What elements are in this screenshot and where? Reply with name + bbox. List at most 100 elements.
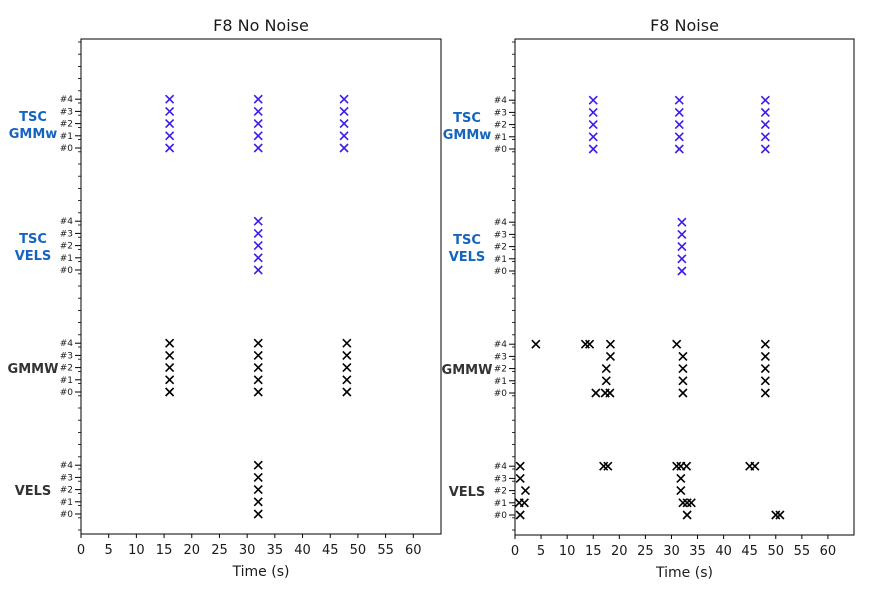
x-marker-stroke [580, 339, 590, 349]
chart-title: F8 No Noise [213, 16, 309, 35]
y-tick-label: #2 [60, 242, 73, 252]
x-marker-stroke [591, 388, 601, 398]
x-marker-stroke [253, 143, 263, 153]
x-marker-stroke [339, 131, 349, 141]
x-marker [585, 339, 595, 349]
x-marker [605, 339, 616, 349]
x-marker-stroke [165, 387, 175, 397]
x-tick-label: 20 [611, 544, 628, 559]
x-marker [165, 387, 175, 397]
y-tick-label: #2 [60, 486, 73, 496]
chart-left: F8 No Noise 0 5 10 15 20 25 30 35 40 45 50 55 60 Time … [8, 16, 442, 580]
y-tick-label: #1 [60, 498, 73, 508]
group-label-line: VELS [15, 484, 52, 499]
x-marker [760, 144, 770, 154]
x-marker-stroke [253, 265, 263, 275]
x-marker [588, 132, 598, 142]
x-tick-label: 35 [267, 543, 284, 558]
x-marker-stroke [674, 95, 684, 105]
x-marker-stroke [165, 94, 175, 104]
y-tick-label: #1 [60, 376, 73, 386]
x-marker-stroke [253, 228, 263, 238]
y-tick-label: #3 [494, 108, 507, 118]
x-marker [253, 94, 263, 104]
x-marker-stroke [588, 107, 598, 117]
y-tick-label: #4 [60, 461, 74, 471]
x-marker [601, 364, 611, 374]
y-tick-label: #3 [494, 230, 507, 240]
x-marker [342, 387, 352, 397]
x-marker-stroke [253, 241, 263, 251]
y-tick-label: #4 [60, 217, 74, 227]
x-marker [342, 375, 352, 385]
x-marker [605, 351, 616, 361]
x-tick-label: 15 [585, 544, 602, 559]
x-marker-stroke [674, 107, 684, 117]
y-tick-label: #0 [60, 144, 74, 154]
x-marker-stroke [165, 350, 175, 360]
x-marker-stroke [677, 217, 687, 227]
x-marker-stroke [253, 94, 263, 104]
y-tick-label: #1 [494, 133, 507, 143]
group-label: TSC GMMw [9, 110, 58, 142]
y-tick-label: #4 [60, 339, 74, 349]
y-tick-label: #3 [60, 229, 73, 239]
x-marker [760, 351, 770, 361]
x-marker-stroke [253, 460, 263, 470]
x-marker [588, 144, 598, 154]
x-marker-stroke [253, 350, 263, 360]
x-marker [674, 132, 684, 142]
y-tick-label: #1 [494, 377, 507, 387]
x-tick-label: 25 [211, 543, 228, 558]
x-marker [253, 253, 263, 263]
x-marker-stroke [682, 461, 692, 471]
x-tick-label: 25 [637, 544, 654, 559]
y-tick-label: #2 [60, 364, 73, 374]
x-marker-stroke [760, 120, 770, 130]
x-marker [515, 461, 525, 471]
x-marker [342, 338, 352, 348]
group-label-line: TSC [19, 110, 47, 125]
group-label-line: GMMW [442, 363, 493, 378]
x-marker-stroke [253, 216, 263, 226]
x-marker-stroke [678, 364, 688, 374]
x-marker-stroke [678, 388, 688, 398]
x-marker-stroke [165, 363, 175, 373]
x-marker [677, 254, 687, 264]
x-marker-stroke [339, 94, 349, 104]
x-marker [599, 461, 609, 471]
group-label-line: TSC [19, 232, 47, 247]
x-marker-stroke [760, 132, 770, 142]
x-marker-stroke [677, 242, 687, 252]
y-tick-label: #3 [494, 352, 507, 362]
x-marker [760, 376, 770, 386]
group-label: VELS [15, 484, 52, 499]
x-marker-stroke [750, 461, 760, 471]
x-marker-stroke [165, 338, 175, 348]
x-marker [165, 375, 175, 385]
x-marker-stroke [682, 510, 692, 520]
x-marker [253, 375, 263, 385]
x-tick-label: 10 [128, 543, 145, 558]
group-label-line: TSC [453, 111, 481, 126]
x-marker [165, 94, 175, 104]
x-marker [677, 217, 687, 227]
y-tick-label: #4 [494, 340, 508, 350]
x-marker-stroke [672, 339, 682, 349]
y-tick-label: #2 [494, 487, 507, 497]
x-marker [760, 95, 770, 105]
x-tick-label: 40 [294, 543, 311, 558]
y-tick-label: #1 [60, 254, 73, 264]
chart-right: F8 Noise 0 5 10 15 20 25 30 35 40 45 50 55 60 Time (s)… [442, 16, 855, 581]
x-marker [588, 95, 598, 105]
group-label: TSC VELS [15, 232, 52, 264]
x-marker [519, 498, 529, 508]
x-tick-label: 35 [689, 544, 706, 559]
x-marker-stroke [771, 510, 781, 520]
x-tick-label: 5 [537, 544, 545, 559]
x-marker-stroke [605, 351, 616, 361]
x-marker-stroke [678, 376, 688, 386]
y-tick-label: #0 [60, 510, 74, 520]
x-marker-stroke [678, 351, 688, 361]
x-marker-stroke [674, 144, 684, 154]
